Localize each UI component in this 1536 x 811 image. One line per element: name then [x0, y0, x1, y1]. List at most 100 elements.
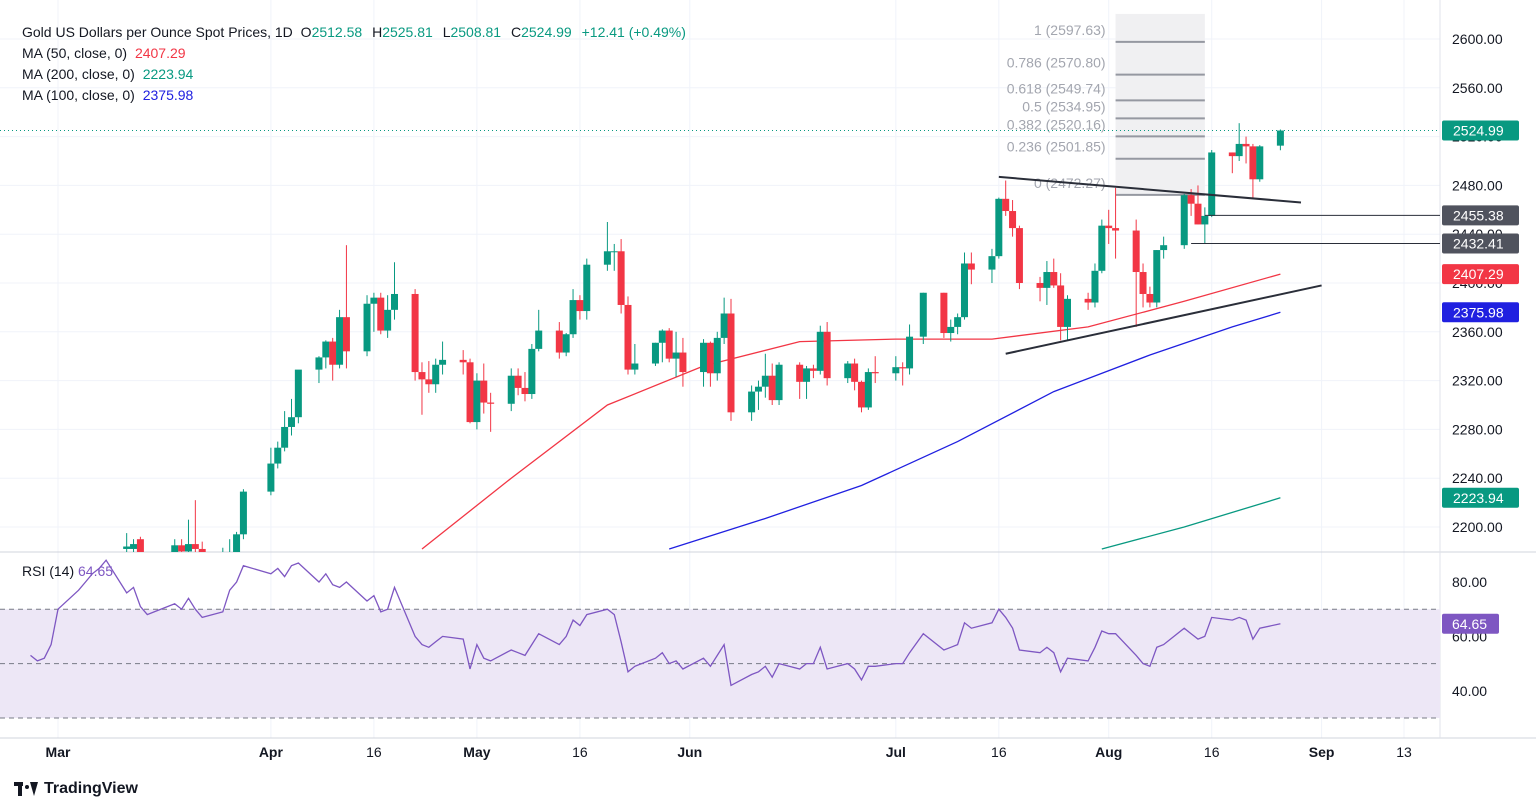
candle-body: [727, 313, 735, 413]
candle-body: [761, 375, 769, 387]
candle-body: [1146, 293, 1154, 303]
price-tag-label: 2375.98: [1453, 304, 1504, 320]
price-axis-label: 2560.00: [1452, 80, 1503, 96]
ma-line: [1101, 497, 1281, 550]
price-axis-label: 2240.00: [1452, 470, 1503, 486]
trendlines: [998, 175, 1440, 355]
candle-body: [816, 331, 824, 371]
candle-body: [281, 426, 289, 448]
candle-body: [363, 303, 371, 352]
candle-body: [995, 198, 1003, 257]
candle-body: [1242, 143, 1250, 147]
fib-level-label: 1 (2597.63): [1034, 22, 1106, 38]
ma50-legend[interactable]: MA (50, close, 0) 2407.29: [22, 44, 190, 62]
candle-body: [576, 300, 584, 312]
candle-body: [871, 372, 879, 374]
price-axis-label: 2280.00: [1452, 421, 1503, 437]
high-label: H: [372, 24, 383, 40]
price-axis-label: 2600.00: [1452, 31, 1503, 47]
ma100-value: 2375.98: [142, 87, 194, 103]
time-axis-label: 13: [1396, 744, 1412, 760]
time-axis: Mar Apr 16 May 16 Jun Jul 16 Aug 16 Sep 13: [46, 744, 1412, 760]
candle-body: [988, 256, 996, 270]
time-axis-label: Aug: [1095, 744, 1122, 760]
candle-body: [1057, 285, 1065, 327]
candle-body: [1091, 270, 1099, 303]
ma50-value: 2407.29: [134, 45, 186, 61]
candle-body: [1256, 146, 1264, 180]
fib-level-label: 0.382 (2520.16): [1007, 116, 1106, 132]
candle-body: [1084, 298, 1092, 303]
low-value: 2508.81: [450, 24, 502, 40]
price-tag-bg: [1442, 205, 1519, 226]
candle-body: [665, 330, 673, 359]
candle-body: [535, 330, 543, 349]
candle-body: [1015, 228, 1023, 283]
price-axis-label: 2360.00: [1452, 324, 1503, 340]
price-tag-bg: [1442, 120, 1519, 141]
candle-body: [439, 359, 447, 365]
candle-body: [226, 554, 233, 555]
price-axis-label: 2320.00: [1452, 373, 1503, 389]
candle-body: [123, 546, 131, 549]
candle-body: [960, 263, 968, 318]
candle-body: [267, 463, 275, 492]
fibonacci-retracement: 1 (2597.63) 0.786 (2570.80) 0.618 (2549.74…: [0, 13, 1440, 196]
time-axis-label: Mar: [46, 744, 71, 760]
price-tag-label: 2223.94: [1453, 490, 1504, 506]
candle-body: [748, 391, 756, 413]
fib-level-label: 0.786 (2570.80): [1007, 55, 1106, 71]
tradingview-logo[interactable]: TradingView: [14, 780, 138, 798]
candle-body: [274, 447, 282, 464]
candle-body: [315, 357, 323, 370]
moving-averages: [421, 273, 1281, 550]
candle-body: [851, 363, 859, 382]
candle-body: [919, 292, 927, 337]
candle-body: [562, 334, 570, 353]
candle-body: [754, 386, 762, 392]
candle-body: [233, 534, 241, 552]
candle-body: [1194, 203, 1202, 225]
rsi-tag-bg: [1442, 613, 1499, 634]
time-axis-label: 16: [572, 744, 588, 760]
ma50-label: MA (50, close, 0): [22, 45, 128, 61]
candle-body: [219, 554, 226, 558]
candle-body: [136, 539, 144, 552]
candle-body: [796, 364, 804, 382]
time-axis-label: May: [463, 744, 490, 760]
candle-body: [809, 368, 817, 371]
symbol-title: Gold US Dollars per Ounce Spot Prices, 1…: [22, 24, 293, 40]
candle-body: [940, 292, 948, 334]
candlesticks: [123, 123, 1284, 558]
ma100-legend[interactable]: MA (100, close, 0) 2375.98: [22, 86, 197, 104]
candle-body: [329, 341, 337, 365]
price-axis-label: 2480.00: [1452, 177, 1503, 193]
candle-body: [370, 297, 378, 304]
symbol-legend[interactable]: Gold US Dollars per Ounce Spot Prices, 1…: [22, 23, 692, 41]
candle-body: [1235, 143, 1243, 157]
candle-body: [906, 336, 914, 369]
candle-body: [672, 352, 680, 359]
candle-body: [198, 548, 206, 552]
ma-line: [421, 273, 1281, 550]
candle-body: [624, 304, 632, 370]
high-value: 2525.81: [382, 24, 433, 40]
open-label: O: [300, 24, 312, 40]
candle-body: [322, 341, 330, 358]
candle-body: [418, 372, 426, 380]
candle-body: [1050, 272, 1058, 286]
ma200-legend[interactable]: MA (200, close, 0) 2223.94: [22, 65, 197, 83]
candle-body: [487, 402, 495, 404]
candle-body: [954, 317, 962, 327]
candle-body: [287, 417, 295, 427]
time-axis-label: Jul: [886, 744, 906, 760]
price-tag-label: 2407.29: [1453, 266, 1504, 282]
candle-body: [1249, 146, 1257, 180]
time-axis-label: 16: [366, 744, 382, 760]
time-axis-label: 16: [991, 744, 1007, 760]
tradingview-logo-icon: [14, 782, 38, 796]
candle-body: [555, 330, 563, 353]
rsi-legend[interactable]: RSI (14) 64.65: [22, 563, 113, 579]
candle-body: [1098, 225, 1106, 271]
